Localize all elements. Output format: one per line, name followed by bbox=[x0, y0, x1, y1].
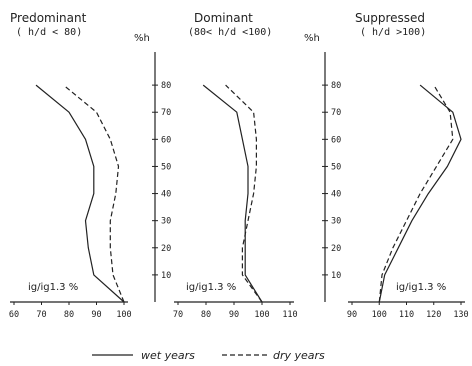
y-tick-label-suppressed-3: 40 bbox=[331, 190, 341, 200]
axes-layer: 60 70 80 90 100 70 80 90 100 110 10 20 30 40 50 60 70 80 9… bbox=[9, 52, 469, 320]
x-tick-label-dominant-1: 80 bbox=[201, 310, 211, 320]
legend: wet years dry years bbox=[92, 349, 325, 362]
y-tick-label-suppressed-5: 60 bbox=[331, 135, 341, 145]
series-wet-line-suppressed bbox=[378, 84, 462, 303]
panel-subtitle-dominant: (80< h/d <100) bbox=[188, 27, 272, 38]
panel-subtitle-predominant: ( h/d < 80) bbox=[16, 27, 82, 38]
inner-label-suppressed: ig/ig1.3 % bbox=[396, 282, 446, 293]
x-tick-label-dominant-4: 110 bbox=[282, 310, 297, 320]
inner-label-dominant: ig/ig1.3 % bbox=[186, 282, 236, 293]
x-tick-label-suppressed-3: 120 bbox=[426, 310, 441, 320]
y-tick-label-suppressed-4: 50 bbox=[331, 162, 341, 172]
y-tick-label-dominant-2: 30 bbox=[161, 217, 171, 227]
series-wet-line-dominant bbox=[202, 84, 263, 303]
y-tick-label-suppressed-2: 30 bbox=[331, 217, 341, 227]
ylabel-dominant: %h bbox=[134, 33, 150, 44]
x-tick-label-suppressed-1: 100 bbox=[372, 310, 387, 320]
ylabel-suppressed: %h bbox=[304, 33, 320, 44]
y-tick-label-dominant-1: 20 bbox=[161, 244, 171, 254]
y-tick-label-suppressed-0: 10 bbox=[331, 271, 341, 281]
y-tick-label-dominant-3: 40 bbox=[161, 190, 171, 200]
x-tick-label-suppressed-2: 110 bbox=[399, 310, 414, 320]
series-dry-line-dominant bbox=[225, 84, 263, 303]
x-tick-label-predominant-1: 70 bbox=[36, 310, 46, 320]
panel-subtitle-suppressed: ( h/d >100) bbox=[360, 27, 426, 38]
panel-title-dominant: Dominant bbox=[194, 11, 253, 25]
series-dry-line-suppressed bbox=[378, 84, 454, 303]
legend-wet-label: wet years bbox=[141, 349, 195, 362]
legend-dry-label: dry years bbox=[273, 349, 325, 362]
panel-title-predominant: Predominant bbox=[10, 11, 87, 25]
y-tick-label-dominant-7: 80 bbox=[161, 81, 171, 91]
x-tick-label-dominant-2: 90 bbox=[229, 310, 239, 320]
y-tick-label-suppressed-1: 20 bbox=[331, 244, 341, 254]
y-tick-label-dominant-4: 50 bbox=[161, 162, 171, 172]
inner-label-predominant: ig/ig1.3 % bbox=[28, 282, 78, 293]
y-tick-label-dominant-6: 70 bbox=[161, 108, 171, 118]
x-tick-label-dominant-3: 100 bbox=[254, 310, 269, 320]
x-tick-label-suppressed-0: 90 bbox=[347, 310, 357, 320]
panel-title-suppressed: Suppressed bbox=[355, 11, 425, 25]
series-dry-line-predominant bbox=[63, 84, 125, 303]
x-tick-label-predominant-4: 100 bbox=[116, 310, 131, 320]
y-tick-label-dominant-5: 60 bbox=[161, 135, 171, 145]
series-wet-line-predominant bbox=[35, 84, 125, 303]
x-tick-label-dominant-0: 70 bbox=[173, 310, 183, 320]
x-tick-label-predominant-0: 60 bbox=[9, 310, 19, 320]
x-tick-label-predominant-3: 90 bbox=[91, 310, 101, 320]
y-tick-label-suppressed-6: 70 bbox=[331, 108, 341, 118]
lines-layer bbox=[35, 84, 462, 303]
y-tick-label-suppressed-7: 80 bbox=[331, 81, 341, 91]
x-tick-label-suppressed-4: 130 bbox=[453, 310, 468, 320]
x-tick-label-predominant-2: 80 bbox=[64, 310, 74, 320]
y-tick-label-dominant-0: 10 bbox=[161, 271, 171, 281]
